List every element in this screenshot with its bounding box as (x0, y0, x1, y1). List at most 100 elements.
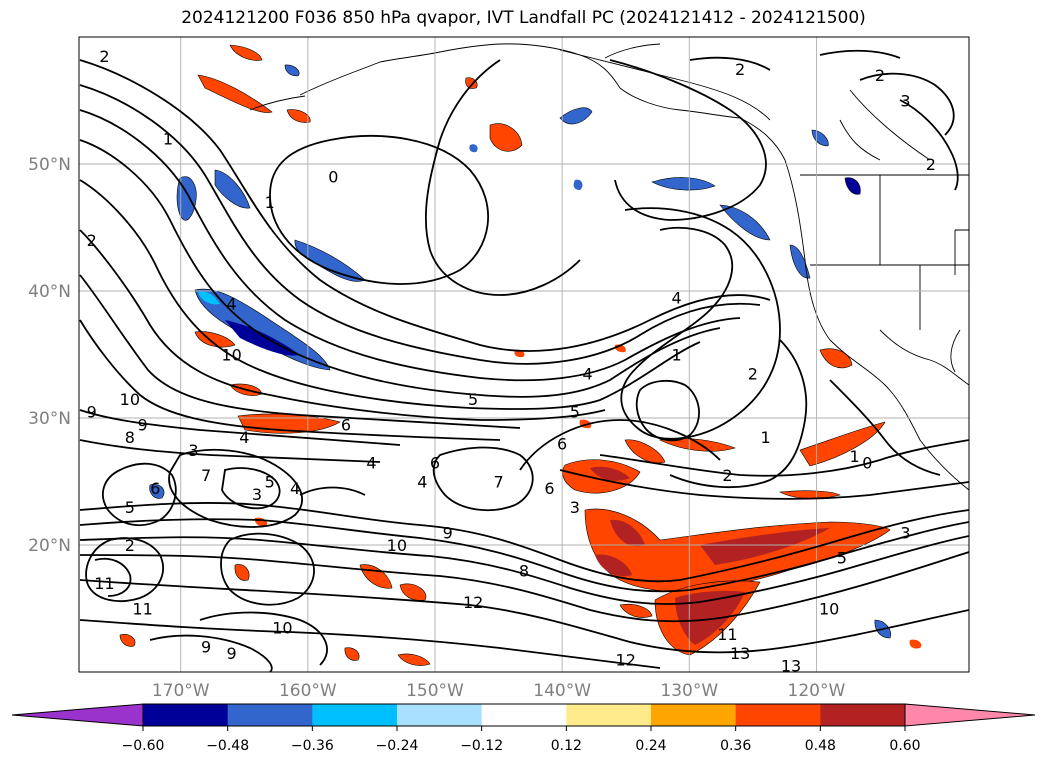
contour-label: 10 (120, 390, 140, 409)
lon-tick-label: 170°W (152, 681, 210, 701)
contour-label: 1 (265, 193, 275, 212)
contour-label: 9 (87, 403, 97, 422)
colorbar: −0.60 −0.48 −0.36 −0.24 −0.12 0.12 0.24 0.36 0.4… (11, 703, 1036, 754)
colorbar-tick-label: 0.12 (551, 738, 582, 754)
contour-label: 0 (862, 453, 872, 472)
contour-label: 3 (900, 92, 910, 111)
contour-label: 12 (463, 593, 483, 612)
contour-label: 4 (671, 288, 681, 307)
contour-label: 10 (221, 346, 241, 365)
contour-label: 9 (201, 638, 211, 657)
contour-label: 2 (722, 466, 732, 485)
contour-label: 6 (544, 479, 554, 498)
lat-tick-label: 20°N (28, 536, 71, 556)
contour-label: 5 (468, 390, 478, 409)
contour-label: 1 (760, 428, 770, 447)
contour-label: 8 (519, 561, 529, 580)
colorbar-segment (227, 704, 313, 726)
colorbar-tick-label: −0.36 (291, 738, 334, 754)
contour-label: 12 (616, 650, 636, 669)
contour-label: 4 (290, 479, 300, 498)
contour-label: 7 (493, 473, 503, 492)
gridlines (79, 37, 969, 672)
contour-label: 5 (265, 473, 275, 492)
lon-tick-label: 150°W (406, 681, 464, 701)
contour-label: 5 (837, 549, 847, 568)
contour-label: 11 (94, 574, 114, 593)
contour-label: 5 (125, 498, 135, 517)
contour-label: 6 (341, 415, 351, 434)
colorbar-tick-label: −0.12 (460, 738, 503, 754)
contour-label: 4 (582, 365, 592, 384)
colorbar-tick-label: −0.48 (206, 738, 249, 754)
colorbar-segment (735, 704, 821, 726)
colorbar-extend-low (11, 703, 144, 727)
latitude-tick-labels: 20°N 30°N 40°N 50°N (28, 155, 71, 556)
contour-label: 10 (819, 600, 839, 619)
contour-label: 4 (226, 295, 236, 314)
contour-label: 4 (366, 453, 376, 472)
colorbar-tick-label: 0.60 (889, 738, 920, 754)
contour-label: 2 (125, 536, 135, 555)
colorbar-tick-label: 0.48 (805, 738, 836, 754)
contour-label: 2 (87, 231, 97, 250)
colorbar-segment (566, 704, 652, 726)
contour-label: 10 (387, 536, 407, 555)
lat-tick-label: 30°N (28, 409, 71, 429)
contour-label: 4 (417, 473, 427, 492)
contour-label: 13 (781, 657, 801, 676)
contour-label: 2 (748, 365, 758, 384)
contour-label: 7 (201, 466, 211, 485)
contour-label: 10 (272, 619, 292, 638)
ivt-contours (79, 49, 969, 672)
contour-label: 6 (430, 453, 440, 472)
contour-label: 4 (239, 428, 249, 447)
contour-label: 3 (252, 485, 262, 504)
lon-tick-label: 160°W (279, 681, 337, 701)
contour-label: 8 (125, 428, 135, 447)
colorbar-segment (651, 704, 737, 726)
colorbar-extend-high (904, 703, 1036, 727)
lon-tick-label: 140°W (533, 681, 591, 701)
contour-label: 2 (875, 66, 885, 85)
contour-label: 2 (926, 155, 936, 174)
longitude-tick-labels: 170°W 160°W 150°W 140°W 130°W 120°W (152, 681, 846, 701)
contour-label: 5 (570, 403, 580, 422)
contour-label: 6 (557, 434, 567, 453)
contour-label: 3 (900, 523, 910, 542)
contour-label: 9 (137, 415, 147, 434)
contour-label: 3 (188, 441, 198, 460)
lon-tick-label: 120°W (788, 681, 846, 701)
colorbar-segment (481, 704, 567, 726)
coastlines (249, 43, 969, 491)
contour-label: 9 (443, 523, 453, 542)
lat-tick-label: 40°N (28, 282, 71, 302)
colorbar-frame (142, 703, 906, 727)
contour-label: 1 (849, 447, 859, 466)
contour-label: 1 (671, 346, 681, 365)
contour-label: 11 (132, 600, 152, 619)
contour-label: 1 (163, 130, 173, 149)
contour-label: 2 (99, 47, 109, 66)
contour-label: 13 (730, 644, 750, 663)
colorbar-segment (397, 704, 483, 726)
contour-label: 2 (735, 60, 745, 79)
map-frame (78, 36, 970, 673)
contour-label: 3 (570, 498, 580, 517)
page-title: 2024121200 F036 850 hPa qvapor, IVT Land… (181, 8, 866, 28)
contour-label: 9 (226, 644, 236, 663)
colorbar-tick-label: 0.24 (635, 738, 666, 754)
colorbar-tick-label: −0.60 (122, 738, 165, 754)
colorbar-segment (143, 704, 229, 726)
lat-tick-label: 50°N (28, 155, 71, 175)
contour-label: 6 (150, 479, 160, 498)
lon-tick-label: 130°W (660, 681, 718, 701)
contour-label: 0 (328, 168, 338, 187)
colorbar-tick-label: −0.24 (376, 738, 419, 754)
contour-label: 11 (717, 625, 737, 644)
colorbar-segment (820, 704, 906, 726)
colorbar-tick-label: 0.36 (720, 738, 751, 754)
colorbar-segment (312, 704, 398, 726)
